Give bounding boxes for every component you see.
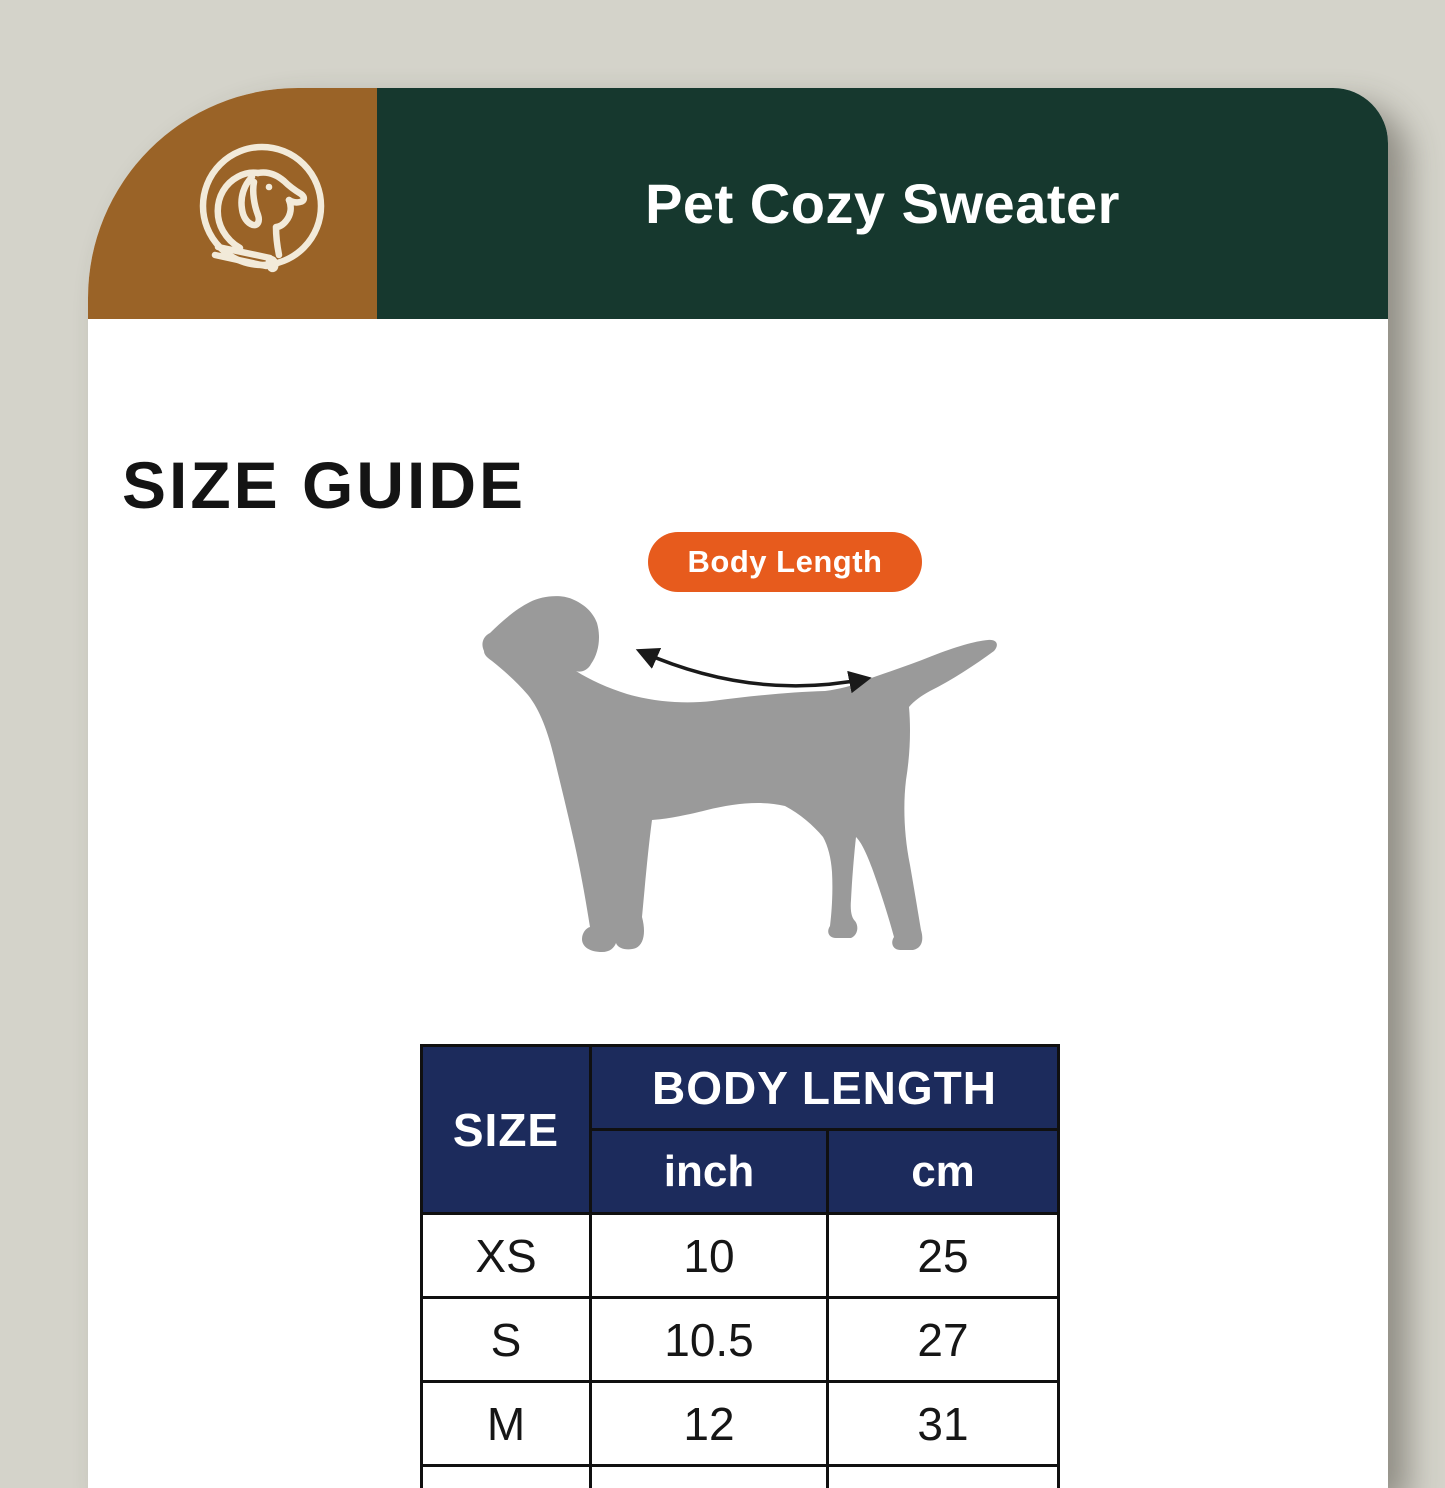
- title-panel: Pet Cozy Sweater: [377, 88, 1388, 319]
- logo-dog-eye: [265, 183, 273, 191]
- logo-collar-tag: [265, 255, 279, 273]
- col-header-size: SIZE: [420, 1044, 592, 1215]
- cell-inch: [589, 1464, 829, 1488]
- header: Pet Cozy Sweater: [88, 88, 1388, 319]
- table-header-row-group: SIZE BODY LENGTH: [420, 1044, 1061, 1215]
- logo-dog-muzzle: [254, 169, 308, 206]
- logo-dog-head-back: [214, 169, 262, 252]
- table-row: XS 10 25: [420, 1212, 1061, 1299]
- logo-dog-ear: [238, 173, 263, 229]
- body-length-badge: Body Length: [648, 532, 922, 592]
- table-row: M 12 31: [420, 1380, 1061, 1467]
- size-guide-heading: SIZE GUIDE: [122, 448, 527, 522]
- cell-cm: 27: [825, 1296, 1061, 1383]
- table-row: S 10.5 27: [420, 1296, 1061, 1383]
- product-title: Pet Cozy Sweater: [645, 172, 1120, 235]
- dog-silhouette-figure: [482, 596, 997, 952]
- logo-collar-top: [214, 243, 274, 262]
- cell-inch: 10.5: [589, 1296, 829, 1383]
- size-guide-card: Pet Cozy Sweater SIZE GUIDE Body Length …: [88, 88, 1388, 1488]
- logo-panel: [88, 88, 377, 319]
- dog-silhouette: [482, 596, 997, 952]
- size-table: SIZE BODY LENGTH inch cm XS 10 25 S 10.5…: [420, 1044, 1061, 1488]
- cell-size: XS: [420, 1212, 592, 1299]
- cell-size: M: [420, 1380, 592, 1467]
- logo-dog-jaw-neck: [272, 196, 294, 259]
- col-header-body-length: BODY LENGTH: [588, 1044, 1061, 1131]
- cell-inch: 12: [589, 1380, 829, 1467]
- badge-label: Body Length: [687, 544, 883, 579]
- cell-cm: 25: [825, 1212, 1061, 1299]
- dog-head-collar-icon: [199, 143, 325, 273]
- logo-collar-bottom: [211, 251, 270, 270]
- col-header-inch: inch: [589, 1128, 829, 1215]
- measure-arrow: [635, 648, 872, 694]
- table-header-row-units: inch cm: [422, 1128, 1061, 1215]
- cell-size: S: [420, 1296, 592, 1383]
- col-header-cm: cm: [825, 1128, 1061, 1215]
- cell-size: [420, 1464, 592, 1488]
- table-row-partial: [420, 1464, 1061, 1488]
- cell-inch: 10: [589, 1212, 829, 1299]
- cell-cm: 31: [825, 1380, 1061, 1467]
- cell-cm: [825, 1464, 1061, 1488]
